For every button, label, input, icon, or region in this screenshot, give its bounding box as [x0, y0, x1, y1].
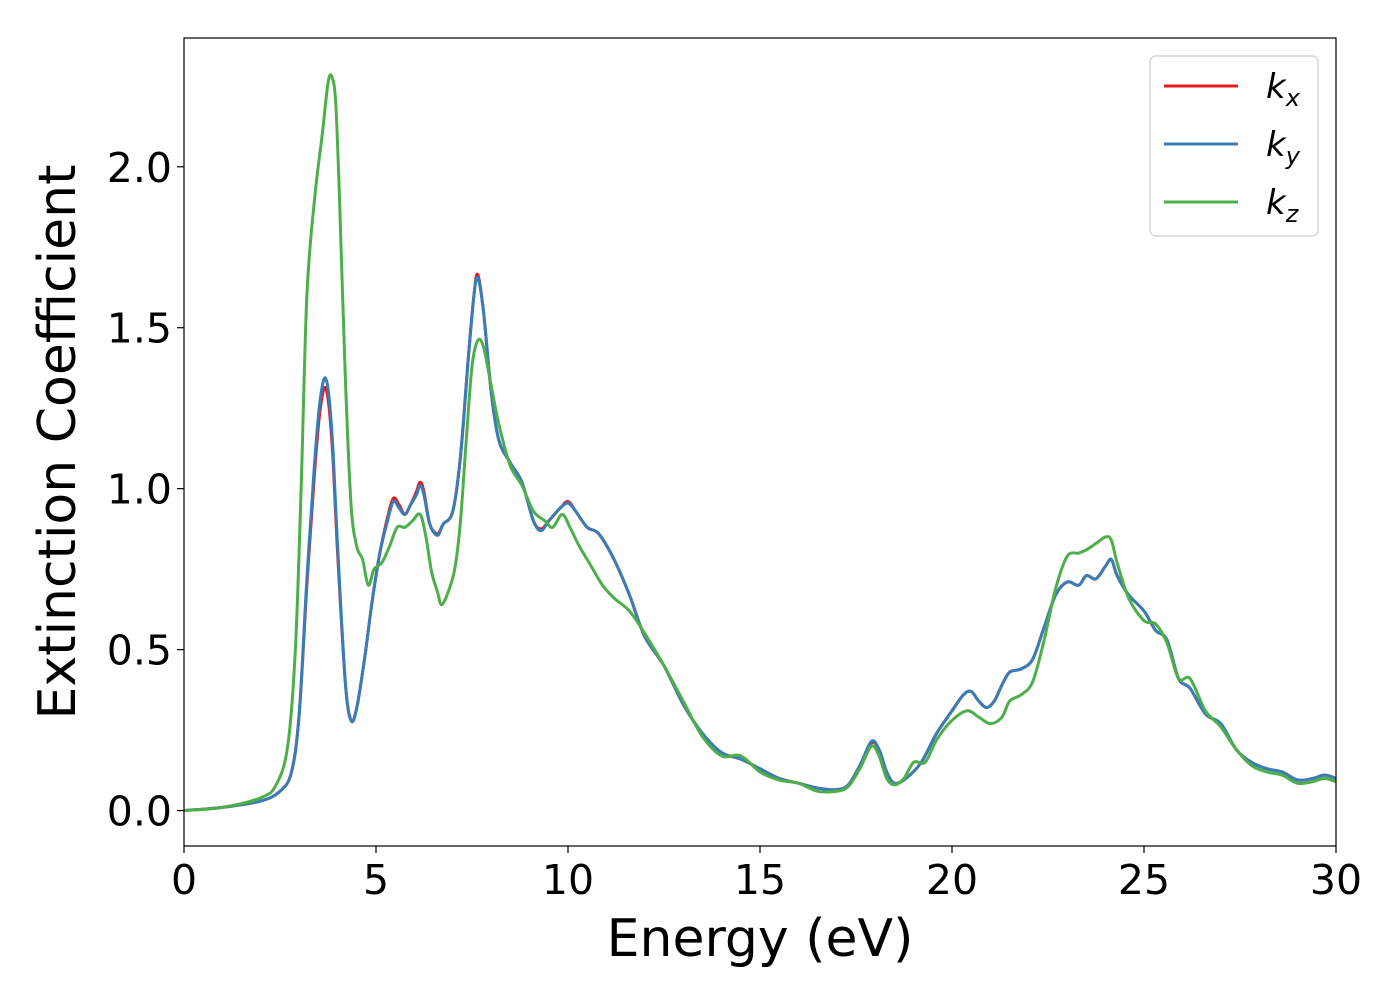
y-tick-label: 1.0: [107, 466, 172, 514]
x-tick-label: 15: [734, 856, 786, 904]
x-axis-title: Energy (eV): [607, 909, 914, 969]
legend-label-kx: kx: [1266, 67, 1301, 112]
y-tick-label: 2.0: [107, 144, 172, 192]
series-layer: [184, 73, 1336, 813]
x-tick-label: 30: [1310, 856, 1362, 904]
legend: kx ky kz: [1149, 55, 1319, 237]
x-tick-label: 20: [926, 856, 978, 904]
legend-label-kz: kz: [1266, 183, 1300, 228]
x-tick-label: 0: [171, 856, 197, 904]
x-tick-label: 5: [363, 856, 389, 904]
plot-background: [184, 38, 1336, 846]
legend-label-ky: ky: [1266, 125, 1301, 170]
y-tick-label: 0.0: [107, 788, 172, 836]
x-tick-label: 10: [542, 856, 594, 904]
y-axis-title: Extinction Coefficient: [28, 165, 88, 720]
y-tick-label: 1.5: [107, 305, 172, 353]
x-tick-label: 25: [1118, 856, 1170, 904]
x-axis: 0 5 10 15 20 25 30: [171, 846, 1362, 904]
legend-box: [1149, 55, 1319, 237]
series-line-kz: [184, 73, 1336, 813]
y-tick-label: 0.5: [107, 627, 172, 675]
y-axis: 0.0 0.5 1.0 1.5 2.0: [107, 144, 184, 836]
